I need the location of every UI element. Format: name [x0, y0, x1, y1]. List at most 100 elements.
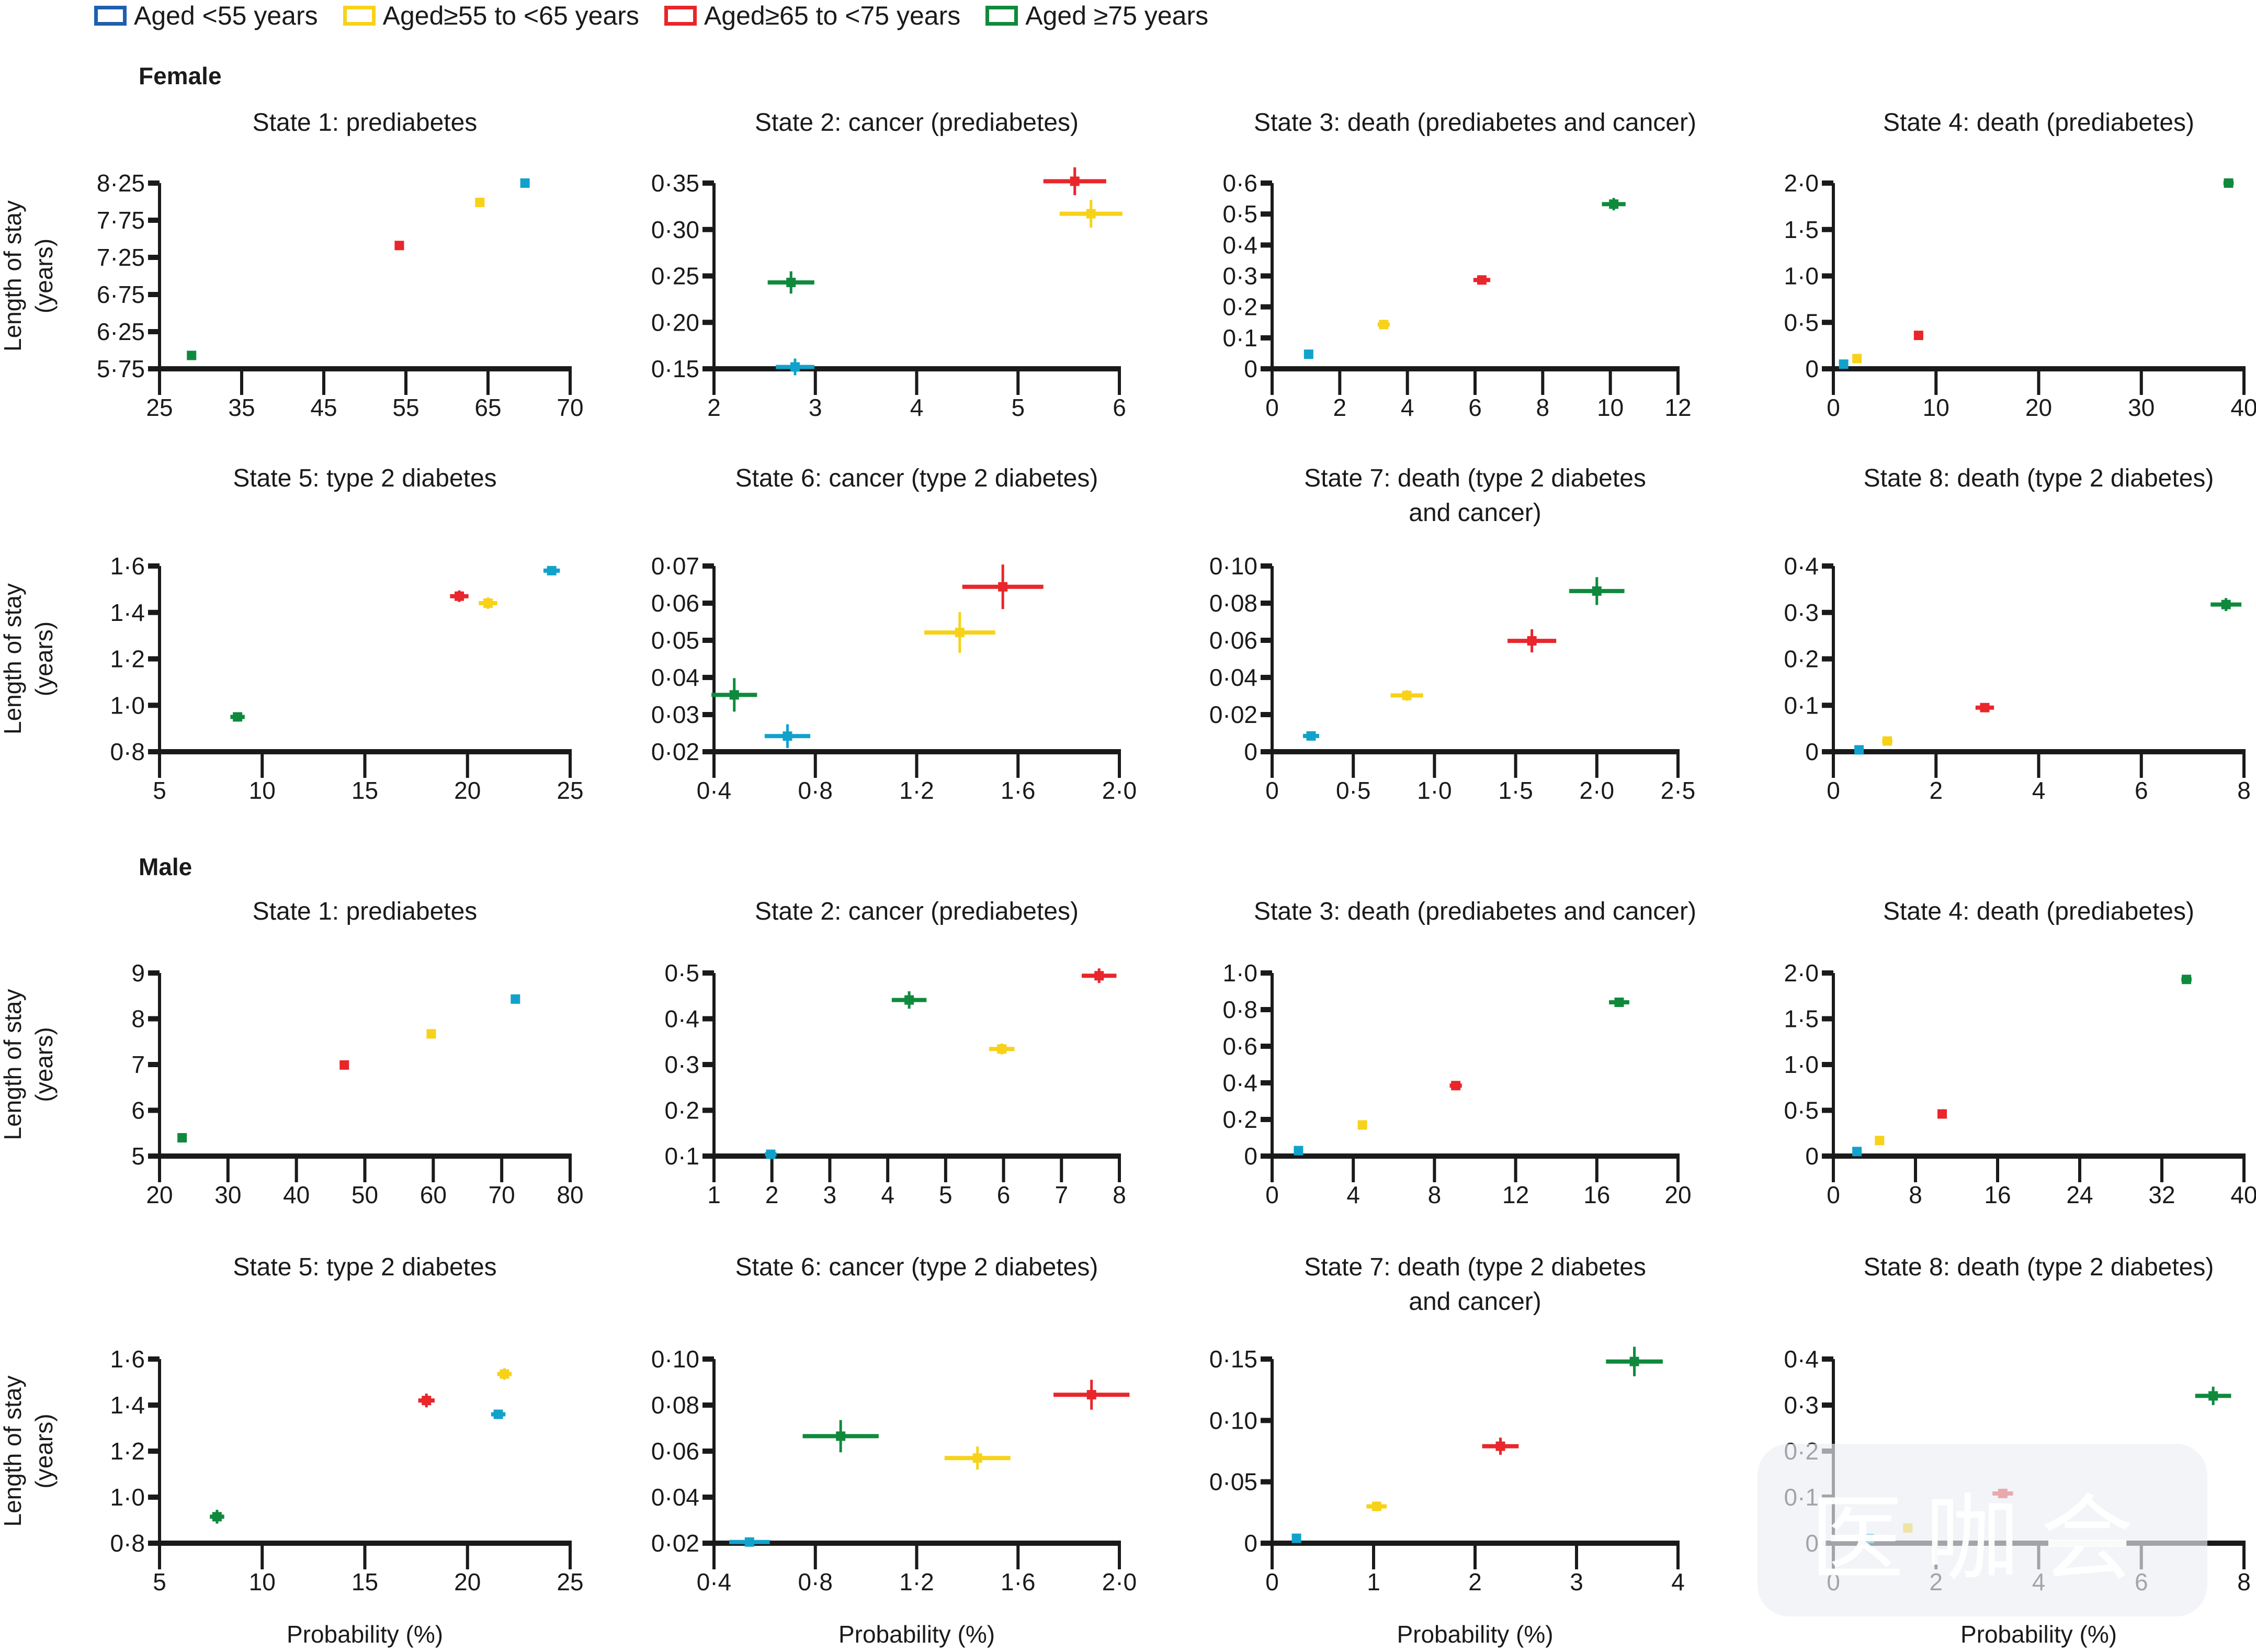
data-point: [802, 1420, 879, 1453]
y-tick-label: 0·35: [651, 169, 699, 197]
y-tick-label: 0·08: [651, 1391, 699, 1419]
point-marker: [836, 1431, 846, 1441]
y-tick-label: 7: [131, 1051, 145, 1078]
x-tick-label: 65: [474, 394, 501, 421]
data-point: [1854, 745, 1864, 755]
x-tick-label: 1·5: [1498, 777, 1533, 804]
point-marker: [744, 1537, 754, 1547]
point-marker: [1086, 209, 1096, 219]
point-marker: [1614, 998, 1624, 1007]
point-marker: [783, 731, 792, 741]
y-tick-label: 0·02: [1209, 701, 1257, 728]
panel-title: State 7: death (type 2 diabetes: [1304, 1253, 1646, 1281]
x-tick-label: 10: [249, 777, 276, 804]
y-tick-label: 0: [1244, 1530, 1257, 1557]
x-tick-label: 3: [823, 1181, 837, 1208]
panel-male-4: State 4: death (prediabetes) 0 0·5 1·0 1·5 2·…: [1784, 898, 2256, 1208]
point-marker: [1629, 1356, 1639, 1366]
data-point: [1043, 167, 1106, 196]
data-point: [764, 724, 811, 748]
panel-female-8: State 8: death (type 2 diabetes) 0 0·1 0·2 0…: [1784, 465, 2251, 804]
point-marker: [233, 712, 243, 722]
x-tick-label: 20: [2025, 394, 2052, 421]
point-marker: [955, 628, 965, 638]
point-marker: [786, 277, 796, 287]
data-point: [1294, 1146, 1303, 1156]
point-marker: [1379, 320, 1389, 330]
y-tick-label: 0·5: [1784, 1097, 1819, 1124]
x-tick-label: 4: [910, 394, 924, 421]
data-point: [944, 1446, 1011, 1470]
point-marker: [187, 350, 197, 360]
x-tick-label: 70: [557, 394, 583, 421]
data-point: [989, 1043, 1015, 1055]
x-tick-label: 40: [2230, 1181, 2256, 1208]
y-tick-label: 0·03: [651, 701, 699, 728]
y-tick-label: 1·2: [110, 646, 145, 673]
data-point: [511, 994, 520, 1004]
x-tick-label: 15: [352, 1568, 378, 1596]
x-tick-label: 30: [2128, 394, 2155, 421]
y-tick-label: 0·8: [110, 738, 145, 765]
x-tick-label: 2·0: [1102, 1568, 1137, 1596]
data-point: [962, 564, 1044, 609]
y-tick-label: 1·0: [110, 692, 145, 719]
x-tick-label: 25: [557, 1568, 583, 1596]
x-tick-label: 10: [1597, 394, 1624, 421]
point-marker: [1086, 1390, 1096, 1400]
x-tick-label: 25: [557, 777, 583, 804]
y-axis-title: (years): [30, 239, 58, 313]
data-point: [475, 197, 485, 207]
legend-swatch-icon: [664, 6, 697, 26]
y-tick-label: 0·06: [651, 1438, 699, 1465]
data-point: [543, 565, 560, 575]
legend-item-aged-55-to-65: Aged≥55 to <65 years: [343, 1, 639, 31]
point-marker: [1303, 349, 1313, 359]
x-tick-label: 5: [153, 1568, 166, 1596]
legend-swatch-icon: [343, 6, 376, 26]
x-tick-label: 8: [1113, 1181, 1126, 1208]
y-tick-label: 0·6: [1223, 1033, 1257, 1060]
y-tick-label: 0·15: [1209, 1345, 1257, 1373]
data-point: [1449, 1081, 1462, 1091]
point-marker: [1592, 586, 1602, 596]
legend-item-aged-75-plus: Aged ≥75 years: [985, 1, 1208, 31]
panel-title: State 6: cancer (type 2 diabetes): [735, 1253, 1098, 1281]
x-tick-label: 5: [1011, 394, 1025, 421]
data-point: [1507, 629, 1557, 653]
x-tick-label: 45: [310, 394, 337, 421]
panel-female-4: State 4: death (prediabetes) 0 0·5 1·0 1·5 2·…: [1784, 109, 2256, 421]
x-tick-label: 3: [809, 394, 822, 421]
y-tick-label: 0: [1244, 355, 1257, 382]
y-tick-label: 0·4: [665, 1005, 699, 1033]
point-marker: [511, 994, 520, 1004]
y-tick-label: 0·05: [1209, 1468, 1257, 1496]
y-tick-label: 1·4: [110, 599, 145, 626]
panel-female-3: State 3: death (prediabetes and cancer) 0…: [1223, 109, 1696, 421]
x-tick-label: 6: [1468, 394, 1482, 421]
point-marker: [177, 1133, 187, 1142]
y-tick-label: 2·0: [1784, 169, 1819, 197]
x-tick-label: 10: [1923, 394, 1949, 421]
y-tick-label: 0·3: [1784, 1391, 1819, 1419]
data-point: [1366, 1501, 1387, 1511]
point-marker: [1371, 1501, 1381, 1511]
x-tick-label: 1·2: [899, 777, 934, 804]
legend-label: Aged≥55 to <65 years: [382, 1, 639, 30]
point-marker: [455, 591, 464, 601]
x-tick-label: 35: [228, 394, 255, 421]
y-tick-label: 0·04: [1209, 664, 1257, 691]
y-tick-label: 1·2: [110, 1438, 145, 1465]
y-tick-label: 0·02: [651, 738, 699, 765]
point-marker: [997, 1044, 1007, 1054]
y-tick-label: 0: [1805, 355, 1819, 382]
y-tick-label: 0·10: [651, 1345, 699, 1373]
section-label-male: Male: [139, 853, 192, 880]
point-marker: [1306, 731, 1316, 741]
y-tick-label: 0·5: [665, 959, 699, 987]
x-tick-label: 12: [1502, 1181, 1529, 1208]
x-tick-label: 10: [249, 1568, 276, 1596]
data-point: [1609, 998, 1629, 1007]
legend: Aged <55 years Aged≥55 to <65 years Aged…: [94, 0, 1208, 31]
y-tick-label: 1·0: [110, 1484, 145, 1511]
